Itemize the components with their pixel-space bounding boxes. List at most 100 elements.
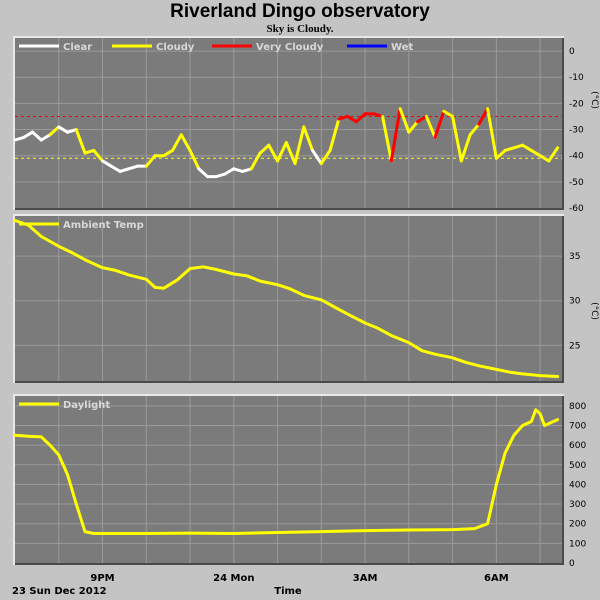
y-tick-label: -20: [569, 99, 584, 109]
x-axis-title: Time: [274, 586, 302, 597]
series-segment: [346, 114, 358, 124]
page-title: Riverland Dingo observatory: [170, 1, 430, 22]
x-tick-label: 9PM: [90, 573, 114, 584]
page-subtitle: Sky is Cloudy.: [266, 23, 334, 35]
series-segment: [284, 141, 297, 166]
y-tick-label: -10: [569, 73, 584, 83]
y-tick-label: 25: [569, 341, 580, 351]
series-segment: [232, 167, 245, 173]
series-segment: [223, 167, 236, 176]
series-segment: [127, 164, 140, 171]
y-tick-label: 0: [569, 47, 575, 57]
series-segment: [372, 112, 385, 118]
series-segment: [57, 125, 70, 134]
series-segment: [433, 109, 446, 139]
series-segment: [442, 109, 455, 118]
series-segment: [179, 133, 192, 152]
x-tick-label: 24 Mon: [213, 573, 254, 584]
series-segment: [83, 148, 96, 155]
series-segment: [31, 130, 43, 142]
series-segment: [118, 167, 131, 173]
series-segment: [529, 148, 542, 158]
series-segment: [214, 172, 227, 179]
panel-background: [15, 216, 562, 381]
legend-label: Daylight: [63, 400, 110, 411]
y-tick-label: -30: [569, 126, 584, 136]
series-segment: [197, 167, 210, 179]
series-segment: [451, 114, 463, 163]
series-segment: [459, 133, 472, 163]
series-segment: [547, 146, 560, 163]
y-tick-label: -40: [569, 152, 584, 162]
series-segment: [424, 114, 437, 139]
series-segment: [486, 107, 498, 160]
series-segment: [39, 133, 52, 142]
y-tick-label: -50: [569, 178, 584, 188]
series-segment: [74, 128, 87, 155]
series-segment: [276, 141, 288, 163]
series-segment: [66, 128, 78, 134]
series-segment: [302, 125, 315, 152]
panels-layer: 0 -10 -20 -30 -40 -50 -60 (°C) Clear Cloudy Very C…: [13, 36, 599, 584]
legend-label: Ambient Temp: [63, 220, 144, 231]
series-segment: [311, 148, 323, 166]
y-tick-label: 500: [569, 461, 586, 471]
y-axis-unit-label: (°C): [589, 302, 599, 320]
series-segment: [398, 107, 411, 134]
series-segment: [144, 154, 157, 168]
y-tick-label: 800: [569, 402, 586, 412]
y-tick-label: 200: [569, 520, 586, 530]
series-segment: [389, 107, 402, 163]
legend-label: Clear: [63, 42, 92, 53]
panel-daylight: 0 100 200 300 400 500 600 700 800 Daylight: [13, 394, 586, 569]
panel-background: [15, 38, 562, 208]
y-tick-label: 300: [569, 500, 586, 510]
series-segment: [512, 143, 525, 150]
date-label: 23 Sun Dec 2012: [12, 586, 107, 597]
y-tick-label: 600: [569, 441, 586, 451]
series-segment: [381, 114, 393, 163]
series-segment: [258, 143, 271, 155]
x-tick-label: 6AM: [484, 573, 509, 584]
series-segment: [477, 107, 490, 126]
series-segment: [249, 151, 262, 171]
series-segment: [328, 117, 341, 152]
series-segment: [538, 154, 551, 163]
y-tick-label: -60: [569, 204, 584, 214]
y-axis-unit-label: (°C): [589, 91, 599, 109]
series-segment: [171, 133, 183, 152]
legend-label: Cloudy: [156, 42, 195, 53]
series-segment: [319, 148, 332, 166]
series-segment: [293, 125, 306, 166]
series-segment: [241, 167, 253, 173]
series-segment: [407, 120, 420, 134]
series-segment: [188, 148, 201, 171]
y-tick-label: 400: [569, 480, 586, 490]
y-tick-label: 35: [569, 252, 580, 262]
y-tick-label: 100: [569, 539, 586, 549]
series-line-ambient: [13, 219, 560, 378]
legend-label: Wet: [391, 42, 413, 53]
series-line-daylight: [13, 408, 560, 535]
x-tick-label: 3AM: [353, 573, 378, 584]
panel-sky: 0 -10 -20 -30 -40 -50 -60 (°C) Clear Cloudy Very C…: [13, 36, 599, 214]
series-segment: [354, 112, 367, 124]
y-tick-label: 30: [569, 297, 581, 307]
series-segment: [48, 125, 61, 137]
series-segment: [468, 122, 481, 137]
series-segment: [109, 164, 122, 173]
series-segment: [503, 146, 516, 152]
panel-background: [15, 396, 562, 563]
series-segment: [494, 148, 507, 160]
series-segment: [92, 148, 105, 163]
series-segment: [101, 159, 113, 168]
series-segment: [22, 130, 35, 139]
series-segment: [337, 114, 350, 121]
y-tick-label: 0: [569, 559, 575, 569]
series-segment: [521, 143, 533, 152]
series-segment: [13, 135, 26, 142]
series-segment: [267, 143, 280, 163]
series-segment: [416, 114, 428, 124]
legend-label: Very Cloudy: [256, 42, 324, 53]
